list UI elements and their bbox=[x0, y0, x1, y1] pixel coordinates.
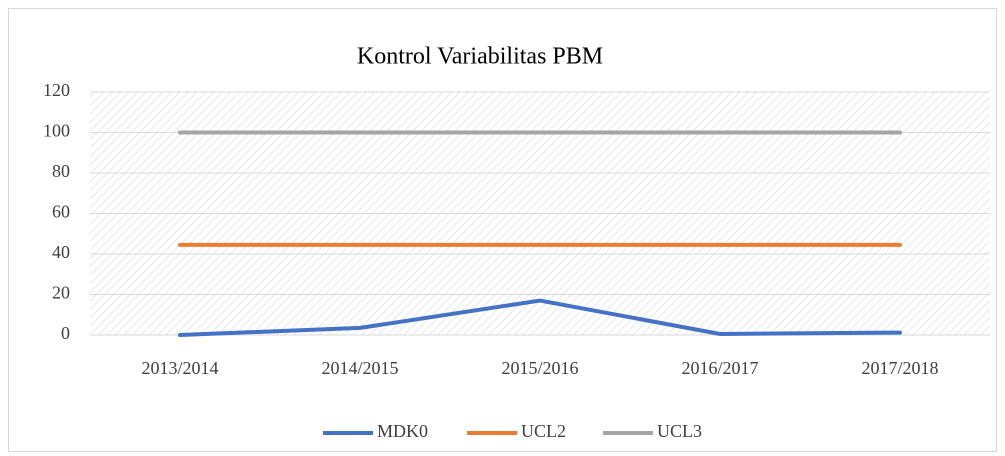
chart-title: Kontrol Variabilitas PBM bbox=[357, 44, 603, 70]
y-tick-label: 0 bbox=[61, 323, 70, 343]
y-tick-label: 100 bbox=[43, 121, 70, 141]
y-tick-label: 40 bbox=[52, 242, 70, 262]
y-tick-label: 120 bbox=[43, 80, 70, 100]
legend-label: UCL3 bbox=[657, 421, 702, 441]
x-tick-label: 2013/2014 bbox=[141, 358, 218, 378]
series-line bbox=[178, 298, 902, 337]
y-tick-label: 60 bbox=[52, 202, 70, 222]
legend-label: UCL2 bbox=[521, 421, 566, 441]
x-tick-label: 2017/2018 bbox=[861, 358, 938, 378]
x-tick-label: 2015/2016 bbox=[501, 358, 578, 378]
y-tick-label: 80 bbox=[52, 161, 70, 181]
y-tick-label: 20 bbox=[52, 283, 70, 303]
x-tick-label: 2016/2017 bbox=[681, 358, 758, 378]
legend-label: MDK0 bbox=[377, 421, 428, 441]
x-tick-label: 2014/2015 bbox=[321, 358, 398, 378]
